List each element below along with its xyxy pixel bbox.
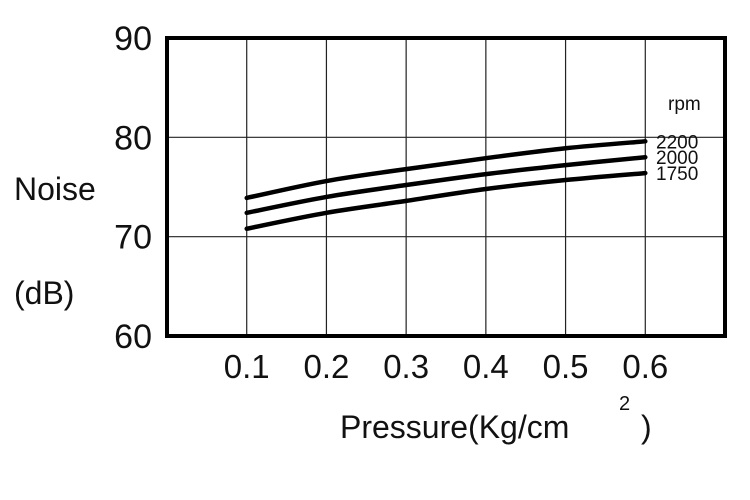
- x-axis-title-superscript: 2: [619, 393, 630, 415]
- x-tick-label: 0.3: [383, 348, 429, 385]
- grid: [167, 38, 725, 336]
- x-tick-label: 0.6: [622, 348, 668, 385]
- x-tick-label: 0.1: [224, 348, 270, 385]
- x-tick-label: 0.5: [543, 348, 589, 385]
- x-axis-title-close: ): [641, 409, 652, 445]
- plot-frame: [165, 36, 727, 338]
- series-lines: [244, 139, 648, 231]
- legend-title: rpm: [668, 94, 701, 115]
- series-line-2000: [244, 154, 648, 216]
- series-line-1750: [244, 170, 648, 231]
- x-axis-title: Pressure(Kg/cm: [340, 409, 569, 445]
- series-label-2200: 2200: [656, 132, 698, 153]
- series-line-2200: [244, 139, 648, 201]
- y-tick-label: 80: [114, 119, 152, 157]
- x-tick-label: 0.2: [303, 348, 349, 385]
- x-tick-labels: 0.1 0.2 0.3 0.4 0.5 0.6: [224, 348, 668, 385]
- x-axis-title-text: Pressure(Kg/cm: [340, 409, 569, 445]
- x-tick-label: 0.4: [463, 348, 509, 385]
- y-axis-unit: (dB): [14, 275, 74, 311]
- series-label-1750: 1750: [656, 164, 698, 185]
- y-tick-label: 60: [114, 318, 152, 356]
- y-tick-labels: 60 70 80 90: [114, 20, 152, 356]
- y-axis-title: Noise: [14, 171, 96, 207]
- series-label-2000: 2000: [656, 148, 698, 169]
- y-tick-label: 90: [114, 20, 152, 58]
- y-tick-label: 70: [114, 219, 152, 257]
